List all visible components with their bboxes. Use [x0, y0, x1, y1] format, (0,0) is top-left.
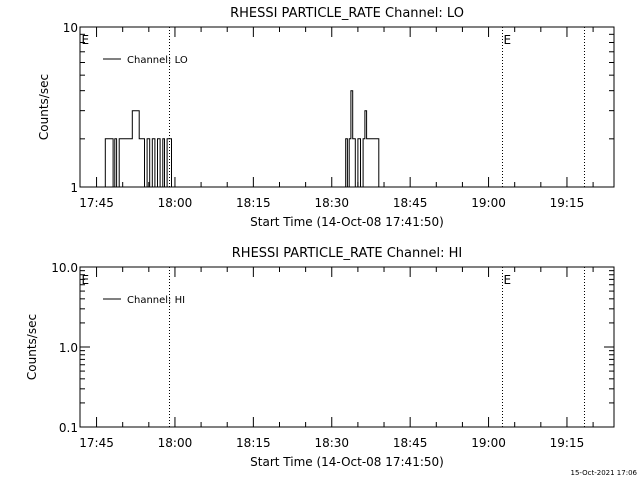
x-axis-label: Start Time (14-Oct-08 17:41:50) [250, 215, 444, 229]
y-tick-label: 1 [70, 181, 78, 195]
x-tick-label: 19:00 [471, 196, 506, 210]
x-axis-label: Start Time (14-Oct-08 17:41:50) [250, 455, 444, 469]
x-tick-label: 17:45 [79, 196, 114, 210]
footer-timestamp: 15-Oct-2021 17:06 [571, 469, 638, 477]
y-tick-label: 10.0 [51, 261, 78, 275]
chart-title: RHESSI PARTICLE_RATE Channel: HI [232, 246, 462, 261]
y-axis-label: Counts/sec [25, 314, 39, 380]
x-tick-label: 18:30 [314, 196, 349, 210]
chart-title: RHESSI PARTICLE_RATE Channel: LO [230, 6, 464, 21]
x-tick-label: 18:30 [314, 436, 349, 450]
event-marker-label: E [82, 273, 90, 287]
x-tick-label: 18:15 [236, 436, 271, 450]
x-tick-label: 18:45 [393, 436, 428, 450]
x-tick-label: 17:45 [79, 436, 114, 450]
event-marker-label: E [82, 33, 90, 47]
x-tick-label: 18:45 [393, 196, 428, 210]
x-tick-label: 19:00 [471, 436, 506, 450]
x-tick-label: 18:15 [236, 196, 271, 210]
x-tick-label: 18:00 [158, 196, 193, 210]
x-tick-label: 18:00 [158, 436, 193, 450]
x-tick-label: 19:15 [550, 436, 585, 450]
legend-entry: Channel: LO [127, 55, 188, 66]
y-tick-label: 0.1 [59, 421, 78, 435]
legend-entry: Channel: HI [127, 295, 185, 306]
event-marker-label: E [504, 273, 512, 287]
x-tick-label: 19:15 [550, 196, 585, 210]
event-marker-label: E [504, 33, 512, 47]
plot-frame [79, 266, 615, 428]
y-axis-label: Counts/sec [37, 74, 51, 140]
y-tick-label: 10 [63, 21, 78, 35]
y-tick-label: 1.0 [59, 341, 78, 355]
series-line-0 [102, 90, 381, 188]
